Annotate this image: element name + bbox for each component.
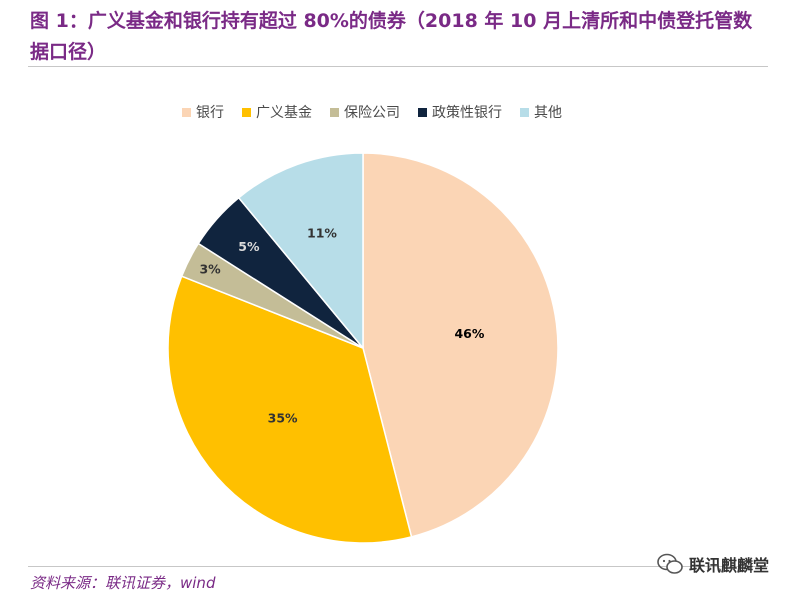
legend-item-broad-fund: 广义基金 [242, 102, 312, 122]
pie-data-label: 46% [454, 326, 484, 341]
legend-label: 其他 [534, 105, 562, 121]
legend-swatch [242, 107, 251, 117]
watermark: 联讯麒麟堂 [657, 552, 769, 576]
pie-data-label: 3% [199, 262, 221, 277]
footer-divider [28, 566, 768, 567]
pie-labels: 46% 35% 3% 5% 11% [199, 226, 484, 426]
pie-data-label: 5% [238, 239, 260, 254]
legend-label: 政策性银行 [432, 105, 502, 121]
legend-item-bank: 银行 [182, 102, 224, 122]
legend-swatch [330, 107, 339, 117]
pie-slice-other [237, 152, 364, 351]
legend-label: 广义基金 [256, 105, 312, 121]
pie-slices [167, 152, 559, 544]
pie-data-label: 35% [268, 410, 298, 425]
legend-item-other: 其他 [520, 102, 562, 122]
legend-item-insurance: 保险公司 [330, 102, 400, 122]
chart-legend: 银行 广义基金 保险公司 政策性银行 其他 [182, 102, 562, 122]
legend-label: 保险公司 [344, 105, 400, 121]
legend-swatch [182, 107, 191, 117]
legend-item-policy-bank: 政策性银行 [418, 102, 502, 122]
chart-title: 图 1：广义基金和银行持有超过 80%的债券（2018 年 10 月上清所和中债… [30, 10, 753, 63]
legend-label: 银行 [196, 105, 224, 121]
legend-swatch [520, 107, 529, 117]
source-note: 资料来源：联讯证券，wind [30, 574, 216, 592]
pie-slice-bank [362, 152, 559, 538]
legend-swatch [418, 107, 427, 117]
pie-data-label: 11% [307, 226, 337, 241]
wechat-icon [657, 553, 683, 574]
title-divider [28, 66, 768, 67]
watermark-text: 联讯麒麟堂 [688, 556, 769, 575]
pie-slice-broad-fund [167, 275, 413, 544]
